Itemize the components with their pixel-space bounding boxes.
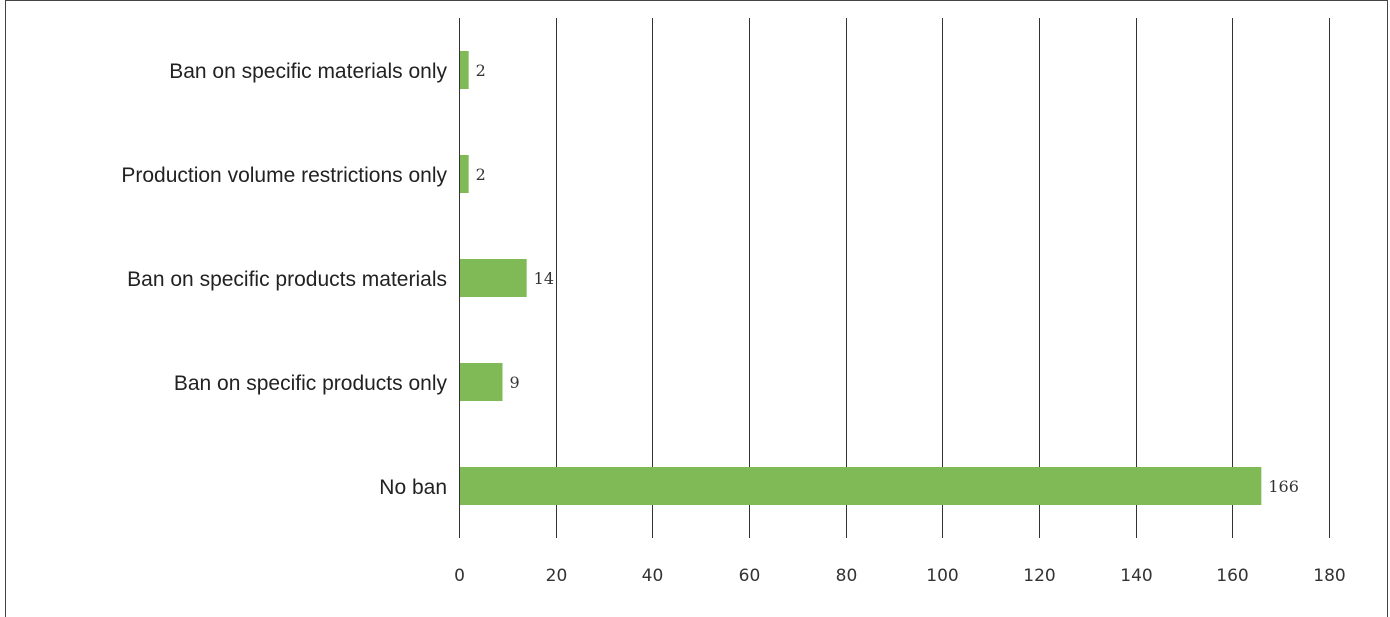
bars: [459, 51, 1262, 505]
gridlines: [556, 18, 1330, 538]
category-label: Production volume restrictions only: [121, 164, 447, 187]
x-tick-label: 60: [739, 566, 761, 586]
x-tick-label: 180: [1313, 566, 1345, 586]
x-tick-label: 0: [454, 566, 465, 586]
category-label: No ban: [379, 476, 447, 499]
chart-frame: [5, 0, 1388, 617]
bar: [459, 155, 469, 193]
bar: [459, 259, 527, 297]
x-tick-label: 120: [1023, 566, 1055, 586]
x-tick-label: 140: [1120, 566, 1152, 586]
data-label: 14: [534, 269, 554, 288]
data-label: 2: [476, 165, 486, 184]
category-label: Ban on specific materials only: [169, 60, 447, 83]
category-label: Ban on specific products materials: [127, 268, 447, 291]
bar: [459, 363, 503, 401]
bar: [459, 51, 469, 89]
x-tick-label: 160: [1216, 566, 1248, 586]
x-tick-label: 40: [642, 566, 664, 586]
x-tick-label: 20: [546, 566, 568, 586]
data-label: 9: [510, 373, 520, 392]
bar: [459, 467, 1262, 505]
data-labels: 2 2 14 9 166: [476, 61, 1299, 496]
category-labels: Ban on specific materials only Production…: [121, 60, 447, 499]
x-tick-labels: 0 20 40 60 80 100 120 140 160 180: [454, 566, 1346, 586]
category-label: Ban on specific products only: [174, 372, 448, 395]
data-label: 2: [476, 61, 486, 80]
x-tick-label: 80: [836, 566, 858, 586]
data-label: 166: [1268, 477, 1299, 496]
x-tick-label: 100: [926, 566, 958, 586]
